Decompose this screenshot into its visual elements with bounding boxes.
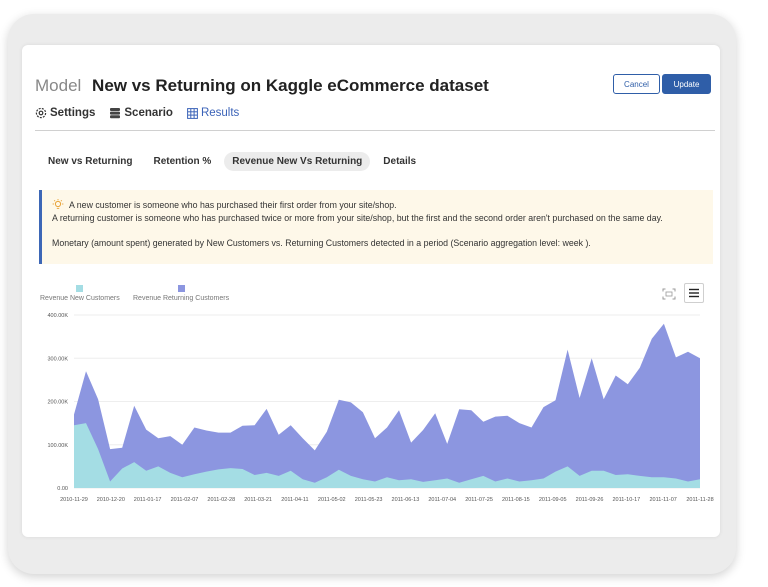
y-tick-label: 400.00K — [48, 313, 69, 319]
gear-icon — [35, 107, 47, 119]
info-line-2: A returning customer is someone who has … — [52, 213, 663, 223]
subtab-revenue[interactable]: Revenue New Vs Returning — [224, 152, 371, 171]
legend-item-new[interactable]: Revenue New Customers — [40, 285, 120, 302]
info-box: A new customer is someone who has purcha… — [39, 190, 713, 264]
update-button[interactable]: Update — [662, 74, 711, 94]
x-tick-label: 2011-04-11 — [281, 497, 308, 503]
divider — [35, 130, 715, 131]
x-tick-label: 2011-10-17 — [612, 497, 640, 503]
x-tick-label: 2011-05-02 — [318, 497, 346, 503]
legend-label-returning: Revenue Returning Customers — [133, 295, 230, 302]
tab-scenario-label: Scenario — [124, 107, 173, 119]
x-tick-label: 2011-02-28 — [207, 497, 235, 503]
x-axis: 2010-11-29 2010-12-20 2011-01-17 2011-02-07… — [60, 497, 714, 503]
lightbulb-icon — [52, 199, 64, 209]
info-line-1: A new customer is someone who has purcha… — [52, 199, 703, 212]
x-tick-label: 2011-07-25 — [465, 497, 493, 503]
x-tick-label: 2011-09-26 — [576, 497, 604, 503]
subtab-new-vs-returning[interactable]: New vs Returning — [48, 156, 133, 167]
tab-results-label: Results — [200, 107, 240, 119]
x-tick-label: 2010-11-29 — [60, 497, 88, 503]
nav-tabs: Settings Scenario Results — [35, 107, 239, 119]
cancel-button[interactable]: Cancel — [613, 74, 660, 94]
x-tick-label: 2011-03-21 — [244, 497, 272, 503]
model-label: Model — [35, 76, 82, 95]
subtab-retention[interactable]: Retention % — [153, 156, 212, 167]
page-title: Model New vs Returning on Kaggle eCommer… — [35, 76, 489, 96]
y-tick-label: 100.00K — [48, 443, 69, 449]
legend-item-returning[interactable]: Revenue Returning Customers — [133, 285, 229, 302]
y-axis: 0.00 100.00K 200.00K 300.00K 400.00K — [48, 313, 69, 492]
model-name: New vs Returning on Kaggle eCommerce dat… — [92, 76, 489, 95]
info-line-1-text: A new customer is someone who has purcha… — [68, 200, 397, 210]
tab-settings[interactable]: Settings — [35, 107, 95, 119]
menu-button[interactable] — [684, 283, 704, 303]
subtab-details[interactable]: Details — [383, 156, 417, 167]
table-icon — [187, 107, 198, 119]
tab-scenario[interactable]: Scenario — [109, 107, 173, 119]
x-tick-label: 2011-01-17 — [134, 497, 162, 503]
x-tick-label: 2011-02-07 — [171, 497, 199, 503]
series-area-returning[interactable] — [74, 323, 700, 488]
x-tick-label: 2011-06-13 — [392, 497, 420, 503]
x-tick-label: 2011-08-15 — [502, 497, 530, 503]
model-card: Model New vs Returning on Kaggle eCommer… — [22, 45, 720, 537]
legend-swatch-returning — [177, 285, 185, 292]
hamburger-icon — [689, 288, 699, 298]
legend-swatch-new — [76, 285, 84, 292]
series-area-new[interactable] — [74, 423, 700, 488]
x-tick-label: 2011-07-04 — [428, 497, 456, 503]
y-tick-label: 0.00 — [57, 486, 68, 492]
x-tick-label: 2011-11-28 — [686, 497, 713, 503]
x-tick-label: 2010-12-20 — [97, 497, 125, 503]
x-tick-label: 2011-11-07 — [650, 497, 677, 503]
revenue-chart: 0.00 100.00K 200.00K 300.00K 400.00K 2010-11… — [48, 313, 714, 503]
legend-label-new: Revenue New Customers — [40, 295, 120, 302]
tab-settings-label: Settings — [50, 107, 96, 119]
y-tick-label: 200.00K — [48, 400, 69, 406]
x-tick-label: 2011-05-23 — [355, 497, 383, 503]
tab-results[interactable]: Results — [187, 107, 239, 119]
reset-zoom-icon[interactable] — [662, 288, 676, 300]
x-tick-label: 2011-09-05 — [539, 497, 567, 503]
database-icon — [110, 108, 121, 119]
sub-tabs: New vs Returning Retention % Revenue New… — [40, 152, 424, 171]
y-tick-label: 300.00K — [48, 356, 69, 362]
info-line-3: Monetary (amount spent) generated by New… — [52, 238, 591, 248]
